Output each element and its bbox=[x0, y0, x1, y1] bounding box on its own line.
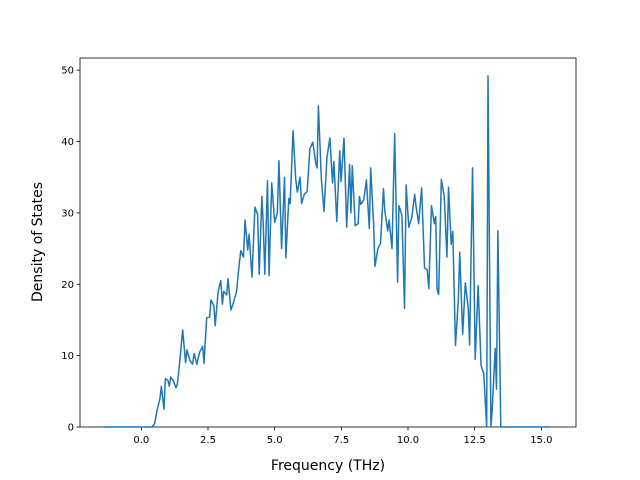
x-tick-label: 10.0 bbox=[397, 435, 419, 446]
y-tick-label: 30 bbox=[61, 208, 74, 219]
x-tick-label: 12.5 bbox=[464, 435, 486, 446]
y-tick-label: 20 bbox=[61, 280, 74, 291]
x-tick-label: 0.0 bbox=[133, 435, 149, 446]
x-tick-label: 7.5 bbox=[333, 435, 349, 446]
x-tick-label: 2.5 bbox=[200, 435, 216, 446]
data-line bbox=[104, 75, 550, 428]
plot-frame bbox=[79, 57, 577, 428]
y-tick-label: 40 bbox=[61, 137, 74, 148]
x-tick-label: 15.0 bbox=[530, 435, 552, 446]
x-axis-label: Frequency (THz) bbox=[271, 458, 385, 474]
y-axis-label: Density of States bbox=[30, 182, 46, 302]
x-tick-label: 5.0 bbox=[267, 435, 283, 446]
y-tick-label: 10 bbox=[61, 351, 74, 362]
y-tick-label: 0 bbox=[68, 423, 74, 434]
y-tick-label: 50 bbox=[61, 66, 74, 77]
